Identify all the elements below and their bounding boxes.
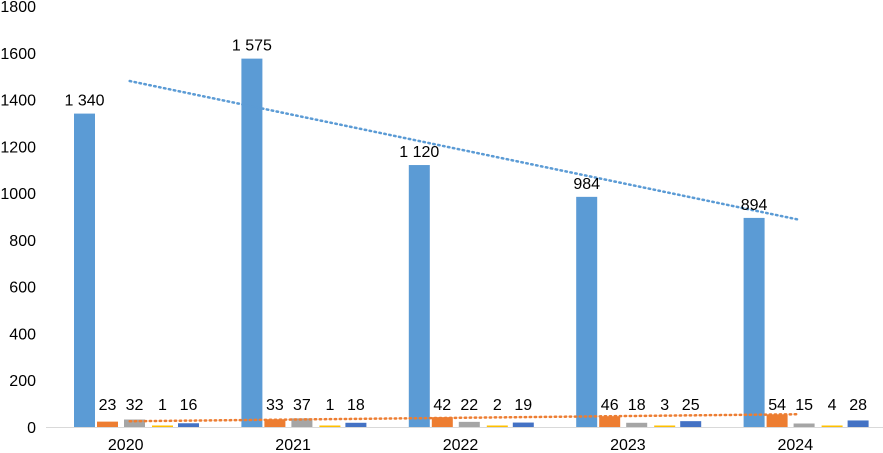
data-label: 984	[573, 176, 600, 193]
data-label: 18	[347, 397, 365, 414]
bar	[74, 113, 95, 427]
y-axis: 0 200 400 600 800 1000 1200 1400 1600 1800	[0, 0, 36, 437]
bar	[264, 419, 286, 427]
y-tick-label: 1600	[0, 46, 36, 63]
y-tick-label: 1800	[0, 0, 36, 16]
data-label: 46	[601, 397, 619, 414]
bar	[847, 420, 869, 427]
data-label: 37	[293, 397, 311, 414]
x-tick-label: 2022	[443, 437, 479, 453]
x-tick-label: 2021	[275, 437, 311, 453]
y-tick-label: 400	[9, 326, 36, 343]
bar	[680, 421, 702, 427]
trendline	[128, 412, 801, 423]
bar	[97, 421, 118, 427]
bar	[152, 425, 173, 427]
bar	[654, 425, 676, 427]
bar	[766, 414, 788, 427]
bar	[599, 416, 621, 427]
bar	[178, 423, 199, 427]
data-label: 2	[493, 397, 502, 414]
bar	[291, 418, 313, 427]
data-label: 1	[158, 397, 167, 414]
y-tick-label: 1400	[0, 93, 36, 110]
data-label: 3	[660, 397, 669, 414]
y-tick-label: 0	[27, 420, 36, 437]
y-tick-label: 600	[9, 280, 36, 297]
data-label: 28	[849, 397, 867, 414]
data-label: 54	[768, 397, 786, 414]
bar	[821, 425, 843, 427]
bar	[793, 423, 815, 427]
bar	[626, 422, 648, 427]
bar	[319, 425, 341, 427]
data-label: 19	[514, 397, 532, 414]
trendlines-group	[128, 79, 801, 423]
y-tick-label: 1200	[0, 139, 36, 156]
y-tick-label: 800	[9, 233, 36, 250]
data-label: 23	[99, 397, 117, 414]
x-tick-label: 2024	[778, 437, 814, 453]
data-label: 33	[266, 397, 284, 414]
data-label: 15	[795, 397, 813, 414]
data-label: 1 340	[64, 93, 104, 110]
bar	[576, 196, 598, 427]
data-label: 1 575	[232, 38, 272, 55]
x-tick-label: 2020	[108, 437, 144, 453]
bar	[743, 217, 765, 427]
x-axis: 2020 2021 2022 2023 2024	[46, 427, 883, 453]
data-label: 18	[628, 397, 646, 414]
data-label: 1	[325, 397, 334, 414]
y-tick-label: 200	[9, 373, 36, 390]
bar	[431, 417, 453, 427]
x-tick-label: 2023	[610, 437, 646, 453]
trendline	[128, 79, 801, 222]
data-label: 22	[460, 397, 478, 414]
data-label: 25	[682, 397, 700, 414]
bar	[124, 419, 145, 427]
bar	[458, 421, 480, 427]
data-label: 894	[741, 197, 768, 214]
bar	[512, 422, 534, 427]
bar	[345, 422, 367, 427]
data-label: 16	[180, 397, 198, 414]
bars-group	[74, 58, 869, 428]
bar	[486, 425, 508, 427]
data-label: 42	[433, 397, 451, 414]
data-label: 1 120	[399, 144, 439, 161]
data-label: 32	[126, 397, 144, 414]
data-label: 4	[828, 397, 837, 414]
y-tick-label: 1000	[0, 186, 36, 203]
bar	[408, 165, 430, 428]
bar	[241, 58, 263, 427]
